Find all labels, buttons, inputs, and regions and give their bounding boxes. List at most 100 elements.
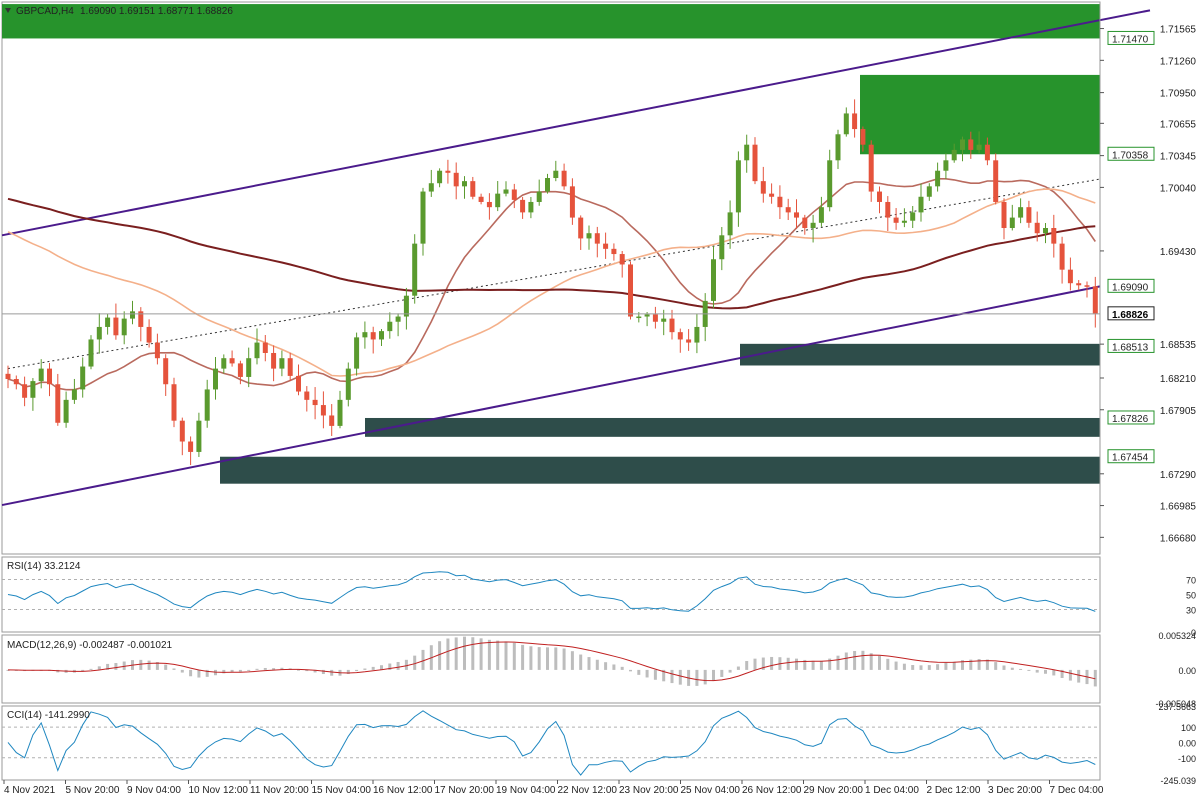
candle-body: [279, 358, 285, 369]
candle-body: [893, 217, 899, 223]
candle-body: [354, 337, 360, 369]
candle-body: [1059, 243, 1065, 270]
macd-histogram-bar: [180, 669, 184, 673]
cci-tick-label: 100: [1181, 723, 1196, 733]
candle-body: [794, 212, 799, 218]
time-tick-label: 19 Nov 04:00: [496, 785, 556, 796]
time-tick-label: 15 Nov 04:00: [312, 785, 372, 796]
candle-body: [55, 384, 61, 423]
rsi-line: [7, 571, 1096, 612]
macd-histogram-bar: [936, 664, 940, 670]
macd-histogram-bar: [612, 664, 616, 670]
time-axis[interactable]: 4 Nov 2021 5 Nov 20:00 9 Nov 04:00 10 Nov 1…: [2, 779, 1104, 796]
candle-body: [918, 196, 924, 213]
level-label: 1.69090: [1112, 282, 1149, 293]
macd-histogram-bar: [164, 664, 168, 670]
candle-body: [47, 368, 52, 385]
candle-body: [827, 160, 833, 208]
macd-histogram-bar: [189, 669, 193, 677]
cci-label: CCI(14) -141.2990: [7, 710, 90, 721]
rsi-tick-label: 0: [1191, 628, 1196, 638]
candle-body: [80, 366, 86, 390]
macd-histogram-bar: [1060, 669, 1064, 679]
candle-body: [760, 181, 766, 194]
candle-body: [179, 420, 185, 442]
candle-body: [1067, 269, 1073, 284]
candle-body: [586, 233, 592, 239]
candle-body: [727, 212, 733, 236]
candle-body: [719, 235, 725, 260]
macd-histogram-bar: [446, 638, 450, 670]
price-axis[interactable]: 1.71565 1.71260 1.70950 1.70655 1.70345 1.700…: [1099, 2, 1197, 786]
candle-body: [221, 358, 227, 369]
ma-fast-line: [7, 178, 1096, 391]
macd-histogram-bar: [728, 669, 732, 673]
candle-body: [594, 233, 600, 244]
candle-body: [379, 331, 384, 340]
rsi-panel[interactable]: RSI(14) 33.2124: [1, 556, 1101, 633]
macd-histogram-bar: [753, 658, 757, 670]
candle-body: [569, 186, 575, 218]
zone-supply-0: [2, 4, 1100, 39]
macd-histogram-bar: [554, 647, 558, 670]
level-label-box: [1107, 30, 1155, 45]
time-tick-label: 9 Nov 04:00: [127, 785, 181, 796]
macd-histogram-bar: [205, 669, 209, 677]
macd-histogram-bar: [969, 659, 973, 670]
candle-body: [22, 384, 28, 398]
candle-body: [960, 139, 965, 150]
macd-histogram-bar: [977, 659, 981, 670]
macd-histogram-bar: [836, 655, 840, 670]
candle-body: [926, 186, 932, 197]
time-tick-label: 2 Dec 12:00: [927, 785, 981, 796]
level-label: 1.70358: [1112, 150, 1149, 161]
macd-histogram-bar: [1044, 669, 1047, 674]
candle-body: [910, 212, 916, 221]
candle-body: [470, 181, 476, 197]
macd-histogram-bar: [421, 649, 425, 670]
price-tick-label: 1.66680: [1160, 533, 1197, 544]
macd-panel[interactable]: MACD(12,26,9) -0.002487 -0.001021: [1, 634, 1101, 704]
macd-histogram-bar: [496, 640, 500, 670]
candle-body: [445, 170, 451, 173]
candle-body: [935, 170, 941, 187]
candle-body: [628, 264, 633, 317]
macd-histogram-bar: [363, 668, 367, 670]
price-tick-label: 1.71260: [1160, 56, 1197, 67]
price-tick-label: 1.67905: [1160, 406, 1197, 417]
macd-histogram-bar: [114, 663, 118, 670]
candle-body: [943, 160, 949, 171]
current-price-label: 1.68826: [1112, 310, 1149, 321]
price-panel[interactable]: GBPCAD,H4 1.69090 1.69151 1.68771 1.6882…: [1, 1, 1151, 555]
candle-body: [852, 113, 858, 130]
candle-body: [968, 139, 974, 150]
level-label: 1.67826: [1112, 414, 1149, 425]
macd-histogram-bar: [139, 659, 143, 670]
cci-panel[interactable]: CCI(14) -141.2990: [1, 705, 1101, 781]
candle-body: [271, 352, 277, 369]
trend-channel: [1, 9, 1151, 507]
candle-body: [652, 314, 658, 322]
macd-histogram-bar: [819, 660, 823, 670]
macd-histogram-bar: [952, 661, 956, 670]
candle-body: [312, 399, 318, 406]
rsi-layer: [2, 571, 1100, 612]
cci-tick-label: -100: [1178, 754, 1196, 764]
macd-histogram-bar: [678, 669, 682, 685]
cci-layer: [2, 710, 1100, 776]
macd-histogram-bar: [927, 665, 931, 670]
candle-body: [237, 363, 243, 377]
macd-histogram-bar: [521, 644, 525, 670]
macd-histogram-bar: [172, 668, 176, 670]
macd-histogram-bar: [380, 665, 383, 670]
candle-body: [320, 405, 326, 416]
macd-histogram-bar: [736, 666, 740, 670]
candle-body: [478, 196, 484, 202]
macd-histogram-bar: [629, 669, 632, 672]
macd-histogram-bar: [546, 647, 549, 670]
macd-histogram-bar: [878, 655, 881, 670]
time-tick-label: 22 Nov 12:00: [558, 785, 618, 796]
dropdown-triangle-icon[interactable]: [5, 8, 11, 13]
candle-body: [462, 181, 467, 187]
